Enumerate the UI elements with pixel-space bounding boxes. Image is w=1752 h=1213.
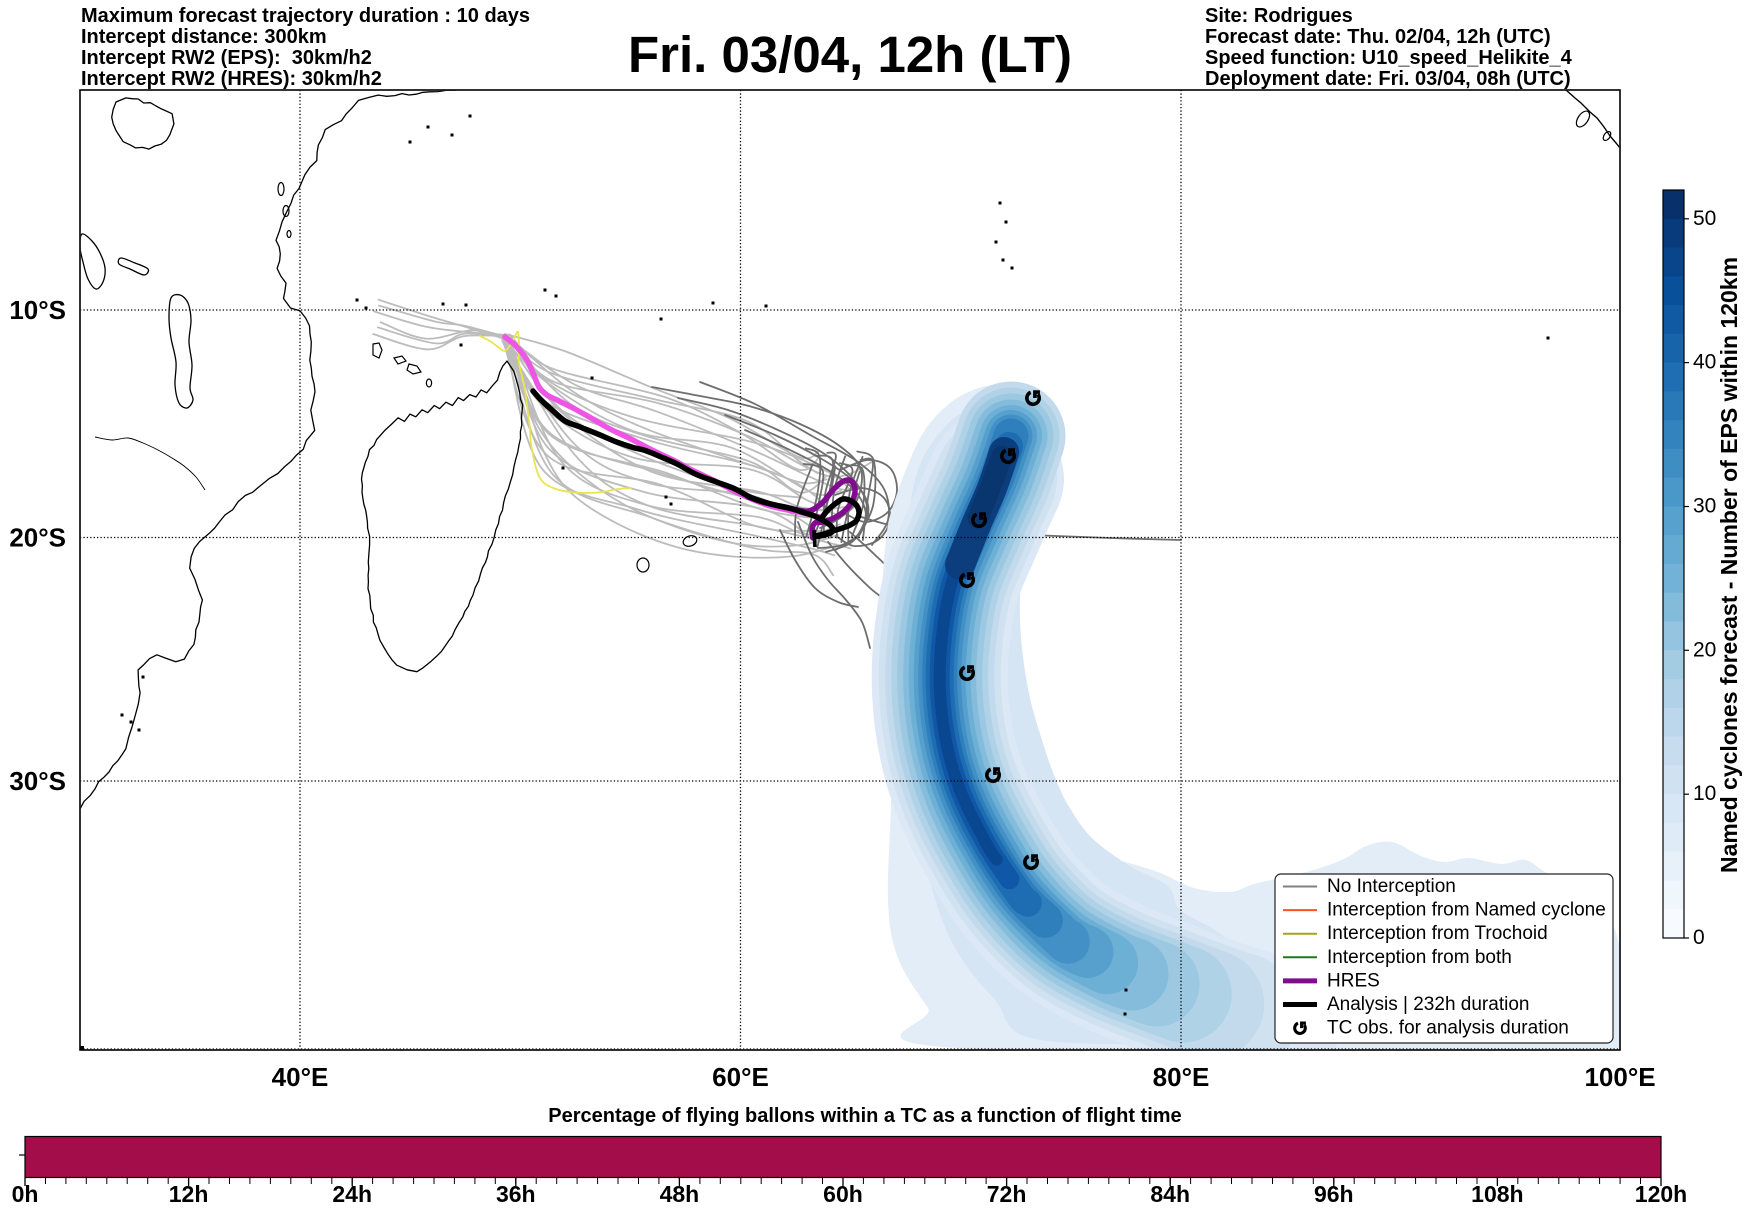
svg-text:108h: 108h	[1471, 1181, 1523, 1207]
svg-text:30: 30	[1693, 495, 1716, 518]
svg-text:Site: Rodrigues: Site: Rodrigues	[1205, 5, 1353, 27]
svg-text:Deployment date: Fri. 03/04, 0: Deployment date: Fri. 03/04, 08h (UTC)	[1205, 68, 1571, 90]
svg-text:0h: 0h	[12, 1181, 39, 1207]
svg-text:84h: 84h	[1150, 1181, 1190, 1207]
svg-text:30°S: 30°S	[9, 766, 66, 796]
svg-text:HRES: HRES	[1327, 970, 1380, 991]
svg-text:20: 20	[1693, 638, 1716, 661]
svg-text:10: 10	[1693, 782, 1716, 805]
svg-text:10°S: 10°S	[9, 295, 66, 325]
svg-text:96h: 96h	[1314, 1181, 1354, 1207]
svg-text:60°E: 60°E	[712, 1062, 769, 1092]
svg-text:50: 50	[1693, 207, 1716, 230]
svg-text:40: 40	[1693, 351, 1716, 374]
svg-text:TC obs. for analysis duration: TC obs. for analysis duration	[1327, 1018, 1569, 1039]
svg-text:Interception from both: Interception from both	[1327, 947, 1512, 968]
svg-text:40°E: 40°E	[272, 1062, 329, 1092]
svg-text:100°E: 100°E	[1584, 1062, 1655, 1092]
svg-text:0: 0	[1693, 926, 1705, 949]
svg-text:12h: 12h	[169, 1181, 209, 1207]
svg-text:Fri. 03/04, 12h (LT): Fri. 03/04, 12h (LT)	[628, 26, 1072, 83]
svg-text:120h: 120h	[1635, 1181, 1687, 1207]
svg-text:Speed function: U10_speed_Heli: Speed function: U10_speed_Helikite_4	[1205, 47, 1573, 69]
svg-text:Intercept RW2 (EPS): 30km/h2: Intercept RW2 (EPS): 30km/h2	[81, 47, 372, 69]
svg-text:48h: 48h	[660, 1181, 700, 1207]
svg-text:Intercept distance: 300km: Intercept distance: 300km	[81, 26, 327, 48]
svg-text:36h: 36h	[496, 1181, 536, 1207]
svg-text:Interception from Trochoid: Interception from Trochoid	[1327, 923, 1548, 944]
svg-text:Interception from Named cyclon: Interception from Named cyclone	[1327, 900, 1606, 921]
svg-text:80°E: 80°E	[1153, 1062, 1210, 1092]
svg-text:No Interception: No Interception	[1327, 876, 1456, 897]
svg-text:Named cyclones forecast - Numb: Named cyclones forecast - Number of EPS …	[1716, 257, 1742, 873]
svg-text:72h: 72h	[987, 1181, 1027, 1207]
svg-text:Intercept RW2 (HRES): 30km/h2: Intercept RW2 (HRES): 30km/h2	[81, 68, 382, 90]
svg-text:Maximum forecast trajectory du: Maximum forecast trajectory duration : 1…	[81, 5, 530, 27]
svg-text:Percentage of flying ballons w: Percentage of flying ballons within a TC…	[548, 1105, 1181, 1127]
svg-text:Forecast date: Thu. 02/04, 12h: Forecast date: Thu. 02/04, 12h (UTC)	[1205, 26, 1551, 48]
svg-text:Analysis | 232h duration: Analysis | 232h duration	[1327, 994, 1529, 1015]
svg-text:60h: 60h	[823, 1181, 863, 1207]
svg-text:20°S: 20°S	[9, 523, 66, 553]
svg-text:24h: 24h	[332, 1181, 372, 1207]
